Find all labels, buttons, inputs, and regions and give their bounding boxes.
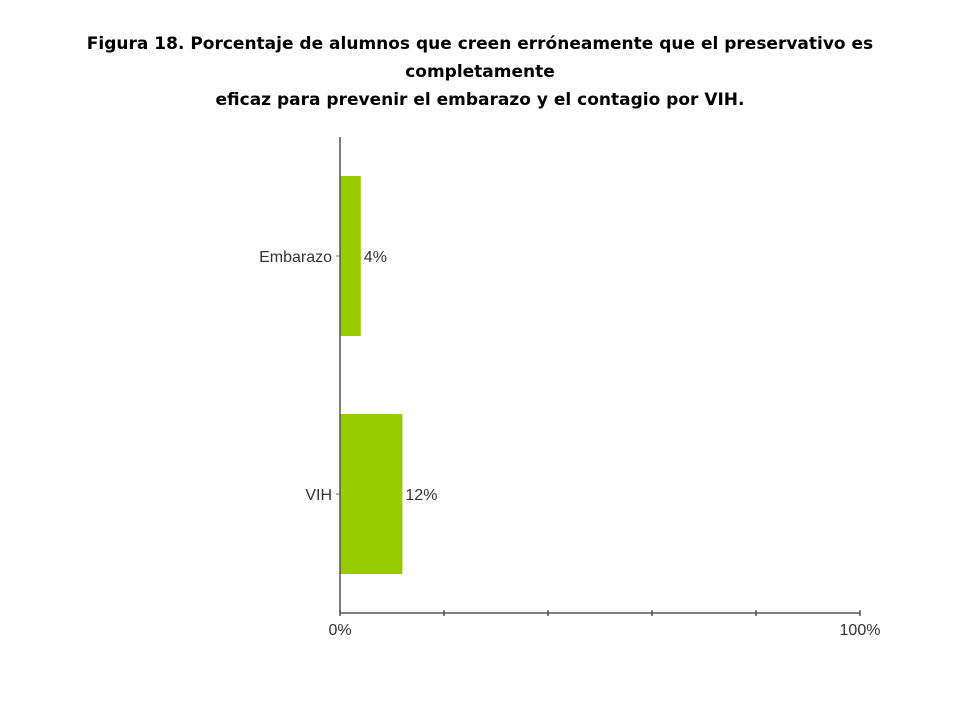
chart-title-line-2: eficaz para prevenir el embarazo y el co… [215, 90, 745, 110]
chart-title-line-1: Figura 18. Porcentaje de alumnos que cre… [86, 34, 874, 82]
value-label: 4% [364, 249, 387, 266]
category-label: Embarazo [259, 249, 332, 266]
category-label: VIH [305, 487, 332, 504]
value-label: 12% [405, 487, 437, 504]
bar-embarazo [340, 176, 361, 336]
chart-title: Figura 18. Porcentaje de alumnos que cre… [20, 30, 940, 114]
x-tick-label-min: 0% [328, 622, 351, 639]
x-tick-label-max: 100% [840, 622, 881, 639]
bar-vih [340, 414, 403, 574]
